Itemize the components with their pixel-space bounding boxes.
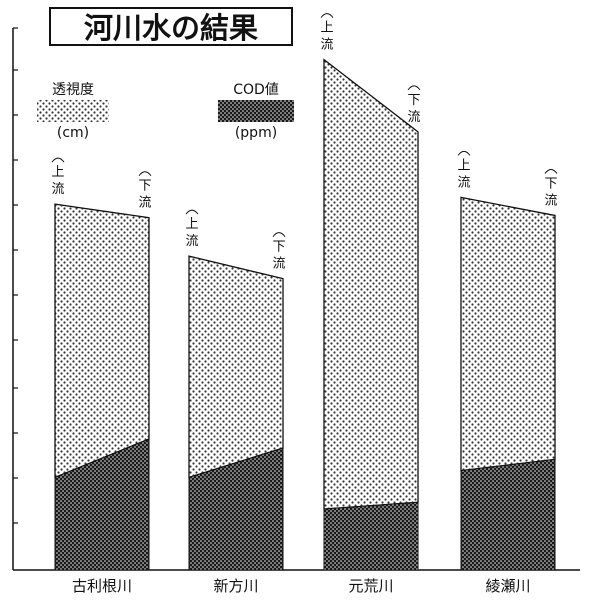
downstream-label-char: 下 <box>407 93 420 108</box>
upstream-label-char: 流 <box>185 234 198 249</box>
category-label: 新方川 <box>213 577 258 595</box>
category-labels: 古利根川 新方川 元荒川 綾瀬川 <box>72 577 531 595</box>
label-bracket <box>544 168 558 174</box>
legend-label-transparency: 透視度 <box>52 82 94 98</box>
category-label: 古利根川 <box>72 577 132 595</box>
label-bracket <box>407 85 421 91</box>
downstream-label-char: 下 <box>272 240 285 255</box>
chart-title: 河川水の結果 <box>49 7 293 46</box>
legend-unit-cod: (ppm) <box>235 125 277 141</box>
downstream-label: 下流 <box>138 171 152 211</box>
upstream-label-char: 流 <box>457 175 470 190</box>
downstream-label: 下流 <box>272 232 286 272</box>
legend-swatch-transparency <box>37 100 109 122</box>
upstream-label-char: 流 <box>320 38 333 53</box>
downstream-label-char: 下 <box>138 179 151 194</box>
category-label: 綾瀬川 <box>485 577 530 595</box>
upstream-label-char: 流 <box>51 182 64 197</box>
upstream-label-char: 上 <box>51 165 64 180</box>
label-bracket <box>185 209 199 215</box>
label-bracket <box>457 150 471 156</box>
title-frame <box>49 7 293 46</box>
legend-swatch-cod <box>218 100 294 122</box>
transparency-area <box>460 196 556 472</box>
upstream-label: 上流 <box>185 209 199 249</box>
upstream-label-char: 上 <box>320 21 333 36</box>
legend: 透視度 (cm) COD値 (ppm) <box>37 82 294 141</box>
y-axis-ticks <box>13 27 18 524</box>
upstream-label: 上流 <box>51 157 65 197</box>
cod-area <box>323 501 419 571</box>
upstream-label-char: 上 <box>457 158 470 173</box>
label-bracket <box>138 171 152 177</box>
downstream-label-char: 流 <box>407 110 420 125</box>
legend-unit-transparency: (cm) <box>57 125 89 141</box>
label-bracket <box>272 232 286 237</box>
cod-area <box>188 447 284 571</box>
label-bracket <box>51 157 65 163</box>
legend-label-cod: COD値 <box>233 82 279 98</box>
downstream-label-char: 流 <box>272 257 285 272</box>
cod-area <box>460 458 556 571</box>
transparency-area <box>188 255 284 479</box>
river-bar-group: 上流下流 <box>185 209 286 571</box>
transparency-area <box>323 58 419 510</box>
label-bracket <box>320 13 334 18</box>
river-bar-group: 上流下流 <box>457 150 558 571</box>
downstream-label: 下流 <box>407 85 421 125</box>
downstream-label-char: 流 <box>138 196 151 211</box>
transparency-area <box>54 203 150 479</box>
upstream-label: 上流 <box>320 13 334 53</box>
category-label: 元荒川 <box>348 577 393 595</box>
downstream-label-char: 下 <box>544 176 557 191</box>
river-bar-group: 上流下流 <box>51 157 152 571</box>
upstream-label: 上流 <box>457 150 471 190</box>
downstream-label: 下流 <box>544 168 558 208</box>
downstream-label-char: 流 <box>544 193 557 208</box>
upstream-label-char: 上 <box>185 217 198 232</box>
cod-area <box>54 438 150 571</box>
chart-title-text: 河川水の結果 <box>84 11 258 45</box>
